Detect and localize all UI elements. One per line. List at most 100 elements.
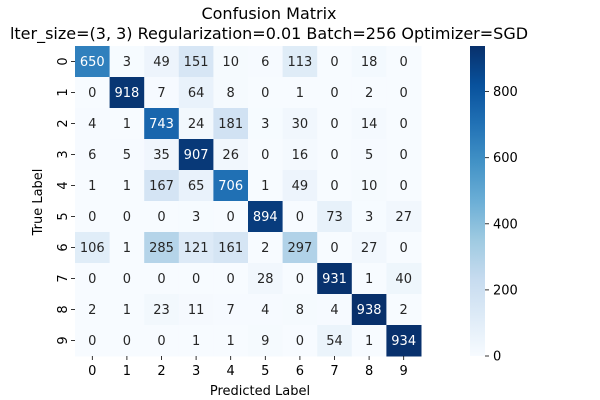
- y-tick-label: 2: [56, 119, 71, 127]
- cell-value-label: 8: [227, 86, 235, 101]
- cell-value-label: 0: [330, 241, 338, 256]
- cell-value-label: 0: [261, 86, 269, 101]
- heatmap-cell: [386, 201, 422, 233]
- x-tick-label: 1: [123, 364, 131, 379]
- cell-value-label: 167: [149, 179, 174, 194]
- heatmap-cell: [282, 46, 318, 78]
- cell-value-label: 0: [227, 210, 235, 225]
- heatmap-cell: [178, 294, 214, 326]
- heatmap-cell: [386, 263, 422, 295]
- cell-value-label: 11: [188, 303, 205, 318]
- heatmap-cell: [386, 77, 422, 109]
- heatmap-cell: [144, 108, 180, 140]
- heatmap-cell: [178, 108, 214, 140]
- y-tick-label: 1: [56, 88, 71, 96]
- x-tick-label: 2: [157, 364, 165, 379]
- cell-value-label: 3: [123, 55, 131, 70]
- cell-value-label: 28: [257, 272, 274, 287]
- cell-value-label: 0: [330, 55, 338, 70]
- heatmap-cell: [144, 263, 180, 295]
- heatmap-cell: [317, 263, 353, 295]
- cell-value-label: 3: [365, 210, 373, 225]
- cell-value-label: 0: [296, 334, 304, 349]
- heatmap-cell: [282, 77, 318, 109]
- cell-value-label: 0: [330, 86, 338, 101]
- cell-value-label: 49: [153, 55, 170, 70]
- cell-value-label: 0: [330, 179, 338, 194]
- heatmap-cell: [75, 170, 111, 202]
- cell-value-label: 1: [123, 117, 131, 132]
- cell-value-label: 1: [296, 86, 304, 101]
- cell-value-label: 16: [292, 148, 309, 163]
- heatmap-cell: [351, 263, 387, 295]
- heatmap-grid: 650 3 49 151 10 6 113 0 18 00 918 7 64 8 0 1 0 2 04 1 743 24 1…: [75, 46, 422, 357]
- cell-value-label: 0: [330, 117, 338, 132]
- colorbar-tick-label: 600: [493, 151, 518, 166]
- cell-value-label: 8: [296, 303, 304, 318]
- cell-value-label: 3: [192, 210, 200, 225]
- heatmap-cell: [75, 294, 111, 326]
- heatmap-cell: [248, 170, 284, 202]
- x-tick-label: 7: [330, 364, 338, 379]
- y-tick-label: 5: [56, 212, 71, 220]
- cell-value-label: 5: [365, 148, 373, 163]
- heatmap-cell: [282, 139, 318, 171]
- heatmap-cell: [317, 46, 353, 78]
- x-tick-label: 0: [88, 364, 96, 379]
- cell-value-label: 0: [400, 148, 408, 163]
- cell-value-label: 27: [361, 241, 378, 256]
- cell-value-label: 1: [261, 179, 269, 194]
- cell-value-label: 1: [88, 179, 96, 194]
- heatmap-cell: [282, 170, 318, 202]
- cell-value-label: 18: [361, 55, 378, 70]
- cell-value-label: 0: [400, 241, 408, 256]
- cell-value-label: 0: [261, 148, 269, 163]
- heatmap-cell: [178, 201, 214, 233]
- cell-value-label: 0: [88, 210, 96, 225]
- cell-value-label: 0: [192, 272, 200, 287]
- cell-value-label: 1: [365, 334, 373, 349]
- heatmap-cell: [248, 232, 284, 264]
- x-tick-label: 9: [400, 364, 408, 379]
- heatmap-cell: [178, 46, 214, 78]
- cell-value-label: 650: [80, 55, 105, 70]
- cell-value-label: 0: [296, 272, 304, 287]
- cell-value-label: 0: [157, 272, 165, 287]
- cell-value-label: 35: [153, 148, 170, 163]
- cell-value-label: 14: [361, 117, 378, 132]
- heatmap-cell: [317, 170, 353, 202]
- heatmap-cell: [386, 294, 422, 326]
- heatmap-cell: [317, 139, 353, 171]
- x-axis-label: Predicted Label: [210, 384, 310, 399]
- cell-value-label: 0: [400, 179, 408, 194]
- cell-value-label: 7: [157, 86, 165, 101]
- heatmap-cell: [351, 108, 387, 140]
- cell-value-label: 931: [322, 272, 347, 287]
- cell-value-label: 5: [123, 148, 131, 163]
- cell-value-label: 6: [261, 55, 269, 70]
- heatmap-cell: [75, 201, 111, 233]
- cell-value-label: 2: [88, 303, 96, 318]
- cell-value-label: 9: [261, 334, 269, 349]
- cell-value-label: 4: [330, 303, 338, 318]
- heatmap-cell: [109, 77, 145, 109]
- y-axis-ticks: 0 1 2 3 4 5 6 7 8 9: [56, 57, 75, 345]
- cell-value-label: 1: [123, 241, 131, 256]
- heatmap-cell: [75, 325, 111, 357]
- chart-title-line1: Confusion Matrix: [201, 4, 336, 23]
- heatmap-cell: [75, 139, 111, 171]
- heatmap-cell: [386, 46, 422, 78]
- cell-value-label: 297: [287, 241, 312, 256]
- heatmap-cell: [351, 294, 387, 326]
- x-tick-label: 5: [261, 364, 269, 379]
- cell-value-label: 894: [253, 210, 278, 225]
- heatmap-cell: [351, 325, 387, 357]
- heatmap-cell: [386, 170, 422, 202]
- heatmap-cell: [144, 170, 180, 202]
- heatmap-cell: [213, 139, 249, 171]
- cell-value-label: 4: [88, 117, 96, 132]
- cell-value-label: 0: [88, 86, 96, 101]
- heatmap-cell: [351, 170, 387, 202]
- heatmap-cell: [248, 77, 284, 109]
